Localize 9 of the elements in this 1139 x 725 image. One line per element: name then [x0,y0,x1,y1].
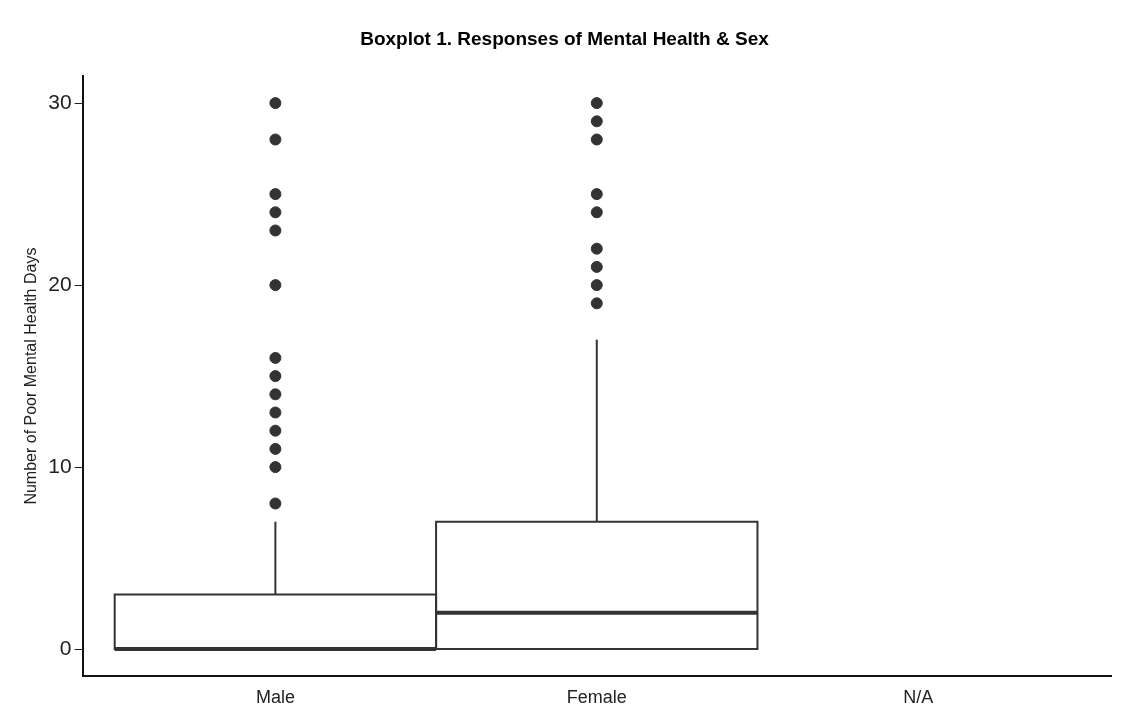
x-tick-label: N/A [903,687,934,708]
chart-title: Boxplot 1. Responses of Mental Health & Sex [360,27,770,49]
x-tick-label: Male [255,687,295,708]
x-tick-label: Female [566,687,627,708]
y-tick-label: 30 [48,89,72,113]
y-tick-label: 20 [48,271,72,295]
y-axis-title: Number of Poor Mental Health Days [22,247,40,505]
y-tick-label: 10 [48,453,72,477]
y-tick-label: 0 [59,635,72,659]
